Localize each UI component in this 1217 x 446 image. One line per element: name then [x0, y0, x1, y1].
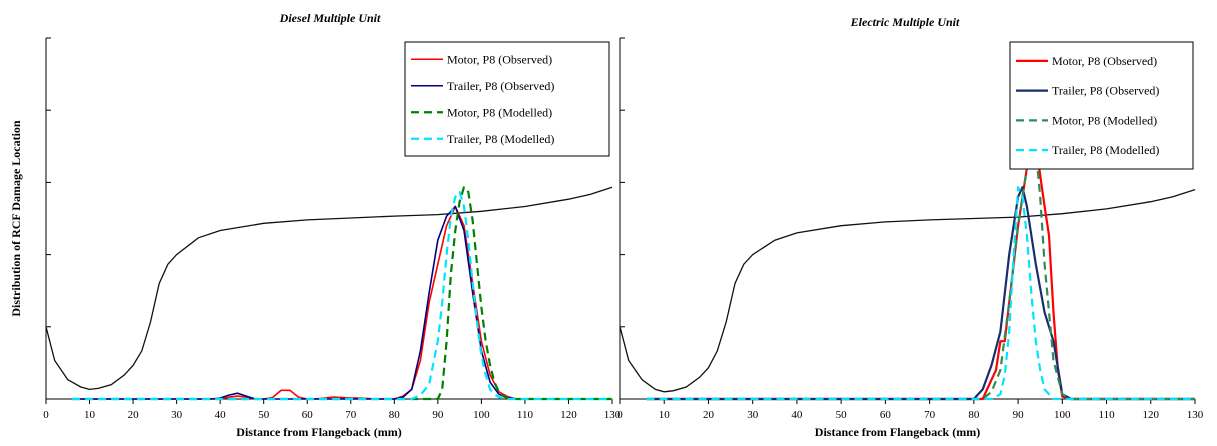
legend-label: Trailer, P8 (Observed): [447, 79, 554, 93]
x-tick-label: 50: [258, 409, 270, 421]
wheel-profile-line: [45, 186, 613, 391]
chart-title: Electric Multiple Unit: [850, 15, 960, 29]
x-tick-label: 10: [659, 409, 671, 421]
chart-panel-1: 0 10 20 30 40 50 60 70 80 90 100 110 120 130 Diesel Mu…: [9, 11, 621, 439]
legend-label: Motor, P8 (Modelled): [447, 105, 552, 119]
x-tick-label: 60: [880, 409, 892, 421]
legend-box: [404, 41, 610, 157]
chart-panel-2: 0 10 20 30 40 50 60 70 80 90 100 110 120 130 Electric …: [617, 15, 1204, 439]
x-tick-label: 20: [703, 409, 715, 421]
x-tick-label: 80: [968, 409, 980, 421]
x-tick-label: 90: [432, 409, 444, 421]
x-tick-label: 10: [84, 409, 96, 421]
x-tick-label: 30: [171, 409, 183, 421]
x-tick-label: 60: [302, 409, 314, 421]
x-tick-label: 120: [1143, 409, 1160, 421]
x-tick-label: 90: [1013, 409, 1025, 421]
x-tick-label: 130: [604, 409, 621, 421]
legend-box: [1009, 41, 1194, 170]
chart-title: Diesel Multiple Unit: [279, 11, 381, 25]
x-tick-label: 0: [617, 409, 623, 421]
x-axis-label: Distance from Flangeback (mm): [815, 425, 980, 439]
legend-label: Trailer, P8 (Modelled): [1052, 143, 1159, 157]
x-tick-label: 40: [215, 409, 227, 421]
series-line-4: [72, 190, 612, 401]
legend-label: Motor, P8 (Observed): [1052, 54, 1157, 68]
series-line-1: [72, 205, 612, 400]
series-line-1: [646, 133, 1195, 401]
x-tick-label: 70: [345, 409, 357, 421]
series-line-4: [646, 186, 1195, 401]
legend: Motor, P8 (Observed) Trailer, P8 (Observe…: [404, 41, 610, 157]
x-tick-label: 20: [128, 409, 140, 421]
series-line-2: [72, 205, 612, 400]
legend-label: Trailer, P8 (Modelled): [447, 132, 554, 146]
x-tick-label: 0: [43, 409, 49, 421]
x-tick-label: 30: [747, 409, 759, 421]
y-axis-label: Distribution of RCF Damage Location: [9, 120, 23, 317]
x-tick-label: 70: [924, 409, 936, 421]
legend-label: Trailer, P8 (Observed): [1052, 84, 1159, 98]
x-axis-label: Distance from Flangeback (mm): [236, 425, 401, 439]
x-tick-label: 120: [560, 409, 577, 421]
x-tick-label: 110: [1098, 409, 1115, 421]
x-tick-label: 130: [1187, 409, 1204, 421]
x-tick-label: 80: [389, 409, 401, 421]
series-line-3: [646, 138, 1195, 401]
series-line-2: [646, 186, 1195, 401]
x-tick-label: 50: [836, 409, 848, 421]
wheel-profile-line: [619, 188, 1196, 393]
x-tick-label: 100: [473, 409, 490, 421]
x-tick-label: 40: [791, 409, 803, 421]
legend-label: Motor, P8 (Observed): [447, 52, 552, 66]
legend-label: Motor, P8 (Modelled): [1052, 113, 1157, 127]
series-line-3: [72, 186, 612, 401]
x-tick-label: 100: [1054, 409, 1071, 421]
x-tick-label: 110: [517, 409, 534, 421]
legend: Motor, P8 (Observed) Trailer, P8 (Observe…: [1009, 41, 1194, 170]
